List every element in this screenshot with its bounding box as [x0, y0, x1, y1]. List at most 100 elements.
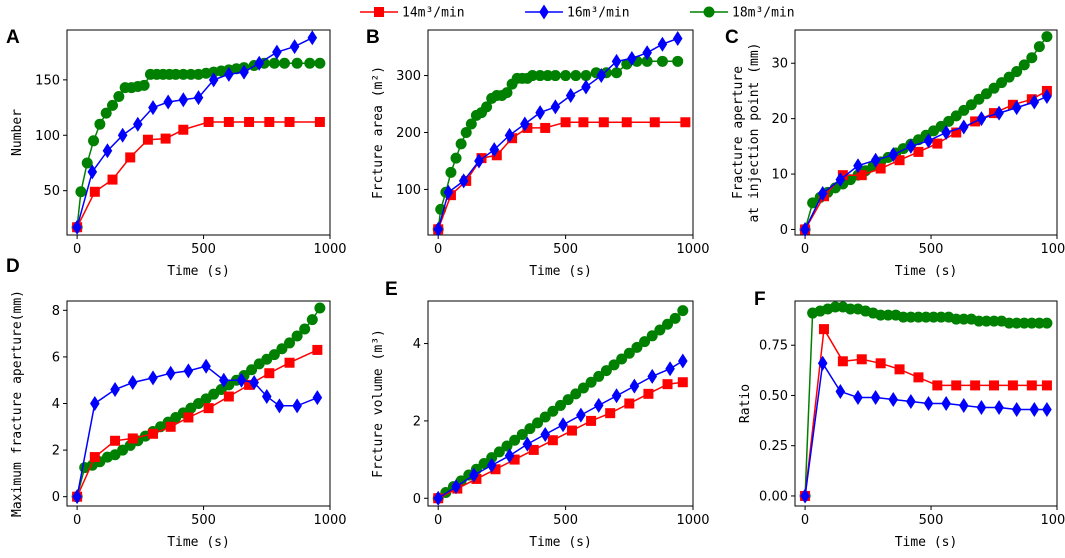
data-point [291, 330, 303, 342]
data-point [127, 433, 138, 444]
plot-frame [794, 300, 1058, 507]
series-line [437, 121, 686, 230]
panel-c: C 0 500 1000 0 10 20 30 Time (s) Fracture apertur… [725, 27, 1065, 279]
y-axis-label: Frcture volume (m³) [371, 329, 386, 478]
data-point [218, 372, 229, 388]
legend-marker [374, 7, 384, 17]
data-point [657, 36, 668, 52]
y-tick-label: 4 [52, 397, 60, 412]
series-line [437, 37, 678, 230]
data-point [611, 67, 623, 79]
data-point [882, 309, 894, 321]
data-point [278, 57, 290, 69]
x-tick-label: 1000 [676, 513, 709, 528]
data-point [272, 44, 282, 60]
data-point [665, 361, 675, 377]
data-point [662, 379, 673, 390]
data-point [547, 405, 559, 417]
data-point [244, 116, 255, 127]
data-point [249, 375, 259, 391]
data-point [203, 116, 214, 127]
data-point [912, 311, 924, 323]
data-point [509, 434, 521, 446]
data-point [943, 115, 955, 127]
data-point [994, 105, 1004, 121]
panel-e: E 0 500 1000 0 2 4 Time (s) Frcture volume (m³) [371, 279, 710, 550]
data-point [163, 94, 173, 110]
data-point [236, 372, 247, 388]
data-point [1003, 317, 1015, 329]
data-point [958, 104, 970, 116]
data-point [958, 398, 969, 414]
data-point [314, 116, 325, 127]
data-point [89, 186, 100, 197]
data-point [950, 110, 962, 122]
data-point [1029, 402, 1040, 418]
y-axis-label: Ratio [738, 384, 753, 423]
data-point [284, 116, 295, 127]
data-point [443, 184, 454, 200]
data-point [570, 70, 582, 82]
series-14m³/min [800, 324, 1052, 501]
data-point [289, 39, 300, 55]
series-18m³/min [71, 302, 326, 503]
data-point [291, 57, 303, 69]
data-point [224, 66, 234, 82]
data-point [642, 45, 652, 61]
data-point [920, 311, 932, 323]
legend-entry: 14m³/min [360, 6, 465, 21]
y-tick-label: 6 [52, 350, 60, 365]
data-point [549, 70, 561, 82]
data-point [856, 354, 867, 365]
data-point [193, 90, 204, 106]
data-point [547, 435, 558, 446]
data-point [292, 398, 302, 414]
data-point [1011, 317, 1023, 329]
data-point [90, 396, 100, 411]
data-point [897, 311, 909, 323]
x-tick-label: 500 [553, 513, 578, 528]
data-point [958, 119, 969, 135]
data-point [581, 79, 591, 95]
panel-letter: C [725, 27, 739, 48]
data-point [208, 72, 219, 88]
x-tick-label: 0 [73, 513, 81, 528]
data-point [629, 378, 640, 394]
data-point [460, 127, 472, 138]
data-point [312, 344, 323, 355]
data-point [312, 390, 323, 406]
data-point [1011, 66, 1023, 78]
plot-frame [427, 300, 694, 507]
data-point [1003, 71, 1015, 83]
data-point [870, 152, 881, 168]
data-point [203, 403, 214, 414]
y-tick-label: 0.25 [759, 439, 788, 454]
data-point [580, 70, 592, 82]
data-point [148, 100, 158, 116]
data-point [1041, 317, 1053, 329]
legend-entry: 18m³/min [690, 6, 795, 21]
data-point [558, 417, 568, 433]
data-point [244, 379, 255, 390]
data-point [980, 315, 992, 327]
data-point [856, 170, 867, 181]
data-point [641, 55, 653, 67]
data-point [913, 146, 924, 157]
data-point [906, 138, 916, 154]
data-point [522, 436, 533, 452]
series-line [804, 326, 1047, 497]
data-point [555, 399, 566, 411]
data-point [261, 389, 272, 405]
data-point [1026, 317, 1038, 329]
data-point [941, 125, 951, 140]
data-point [254, 55, 264, 71]
y-axis-label: Fracture apertureat injection point (mm) [731, 42, 762, 222]
panel-f: F 0 500 1000 0.00 0.25 0.50 0.75 Time (s) Ratio [738, 289, 1065, 550]
data-point [923, 396, 934, 411]
data-point [621, 117, 632, 128]
y-tick-label: 300 [396, 69, 421, 84]
y-tick-label: 0.00 [759, 489, 788, 504]
data-point [988, 315, 1000, 327]
y-tick-label: 100 [396, 183, 421, 198]
y-tick-label: 10 [771, 168, 788, 183]
